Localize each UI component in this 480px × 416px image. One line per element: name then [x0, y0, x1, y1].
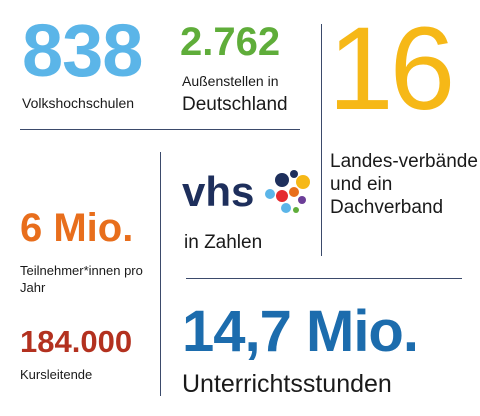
volkshochschulen-label: Volkshochschulen	[22, 95, 135, 111]
teilnehmer-label: Teilnehmer*innen pro Jahr	[20, 263, 143, 295]
divider-horizontal-top	[20, 129, 300, 130]
teilnehmer-count: 6 Mio.	[20, 206, 134, 250]
divider-vertical-left	[160, 152, 161, 396]
aussenstellen-label-line1: Außenstellen in	[182, 73, 279, 89]
caption-in-zahlen: in Zahlen	[184, 232, 263, 253]
aussenstellen-label-line2: Deutschland	[182, 94, 288, 115]
aussenstellen-count: 2.762	[180, 20, 281, 64]
vhs-logo-text: vhs	[182, 168, 254, 215]
divider-horizontal-bottom	[186, 278, 462, 279]
volkshochschulen-count: 838	[22, 9, 143, 92]
divider-vertical-right	[321, 24, 322, 256]
vhs-logo-graphic: vhs	[182, 168, 310, 215]
landesverbaende-label: Landes-verbände und ein Dachverband	[330, 151, 478, 218]
kursleitende-count: 184.000	[20, 324, 133, 359]
colored-dots-icon	[265, 170, 310, 213]
vhs-logo: vhs	[182, 166, 312, 218]
unterrichtsstunden-label: Unterrichtsstunden	[182, 370, 392, 398]
landesverbaende-count: 16	[328, 3, 455, 135]
kursleitende-label: Kursleitende	[20, 367, 93, 382]
unterrichtsstunden-count: 14,7 Mio.	[182, 299, 419, 364]
